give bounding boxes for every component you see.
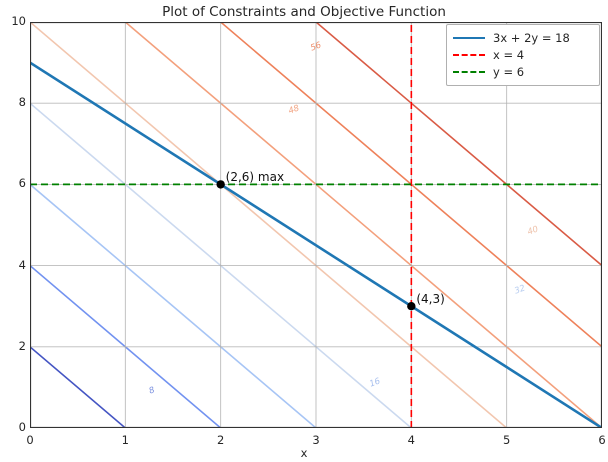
legend-label: y = 6 (493, 64, 525, 79)
x-axis-label: x (300, 446, 308, 460)
legend-swatch-line (453, 70, 485, 73)
y-tick-label-4: 4 (18, 257, 26, 272)
y-tick-label-8: 8 (18, 95, 26, 110)
x-tick-label-6: 6 (598, 433, 606, 447)
x-tick-label-0: 0 (26, 433, 34, 447)
legend-item[interactable]: 3x + 2y = 18 (453, 29, 593, 46)
x-tick-label-2: 2 (216, 433, 225, 447)
legend-item[interactable]: y = 6 (453, 63, 593, 80)
y-tick-label-10: 10 (11, 14, 26, 28)
y-tick-label-6: 6 (18, 176, 26, 191)
legend-item[interactable]: x = 4 (453, 46, 593, 63)
x-tick-label-5: 5 (502, 433, 511, 447)
x-tick-label-3: 3 (312, 433, 320, 447)
legend-swatch-line (453, 53, 485, 56)
plot-border (30, 22, 602, 428)
series-line-3x-2y-18 (30, 61, 602, 428)
legend-label: x = 4 (493, 47, 525, 62)
annotation-label: (4,3) (416, 292, 445, 307)
chart-legend: 3x + 2y = 18 x = 4 y = 6 (446, 24, 600, 86)
legend-swatch-line (453, 36, 485, 39)
legend-label: 3x + 2y = 18 (493, 30, 570, 45)
chart-title: Plot of Constraints and Objective Functi… (162, 4, 446, 20)
y-tick-label-0: 0 (18, 420, 26, 434)
marker-point (407, 302, 416, 311)
x-tick-label-1: 1 (121, 433, 129, 447)
plot-area (30, 22, 602, 428)
annotation-label: (2,6) max (225, 170, 285, 185)
axes-spines (30, 22, 602, 428)
data-series (30, 22, 602, 428)
annotation-markers (216, 180, 416, 311)
plot-canvas (30, 22, 602, 428)
marker-point (216, 180, 225, 189)
x-tick-label-4: 4 (407, 433, 415, 447)
y-tick-label-2: 2 (18, 338, 26, 353)
